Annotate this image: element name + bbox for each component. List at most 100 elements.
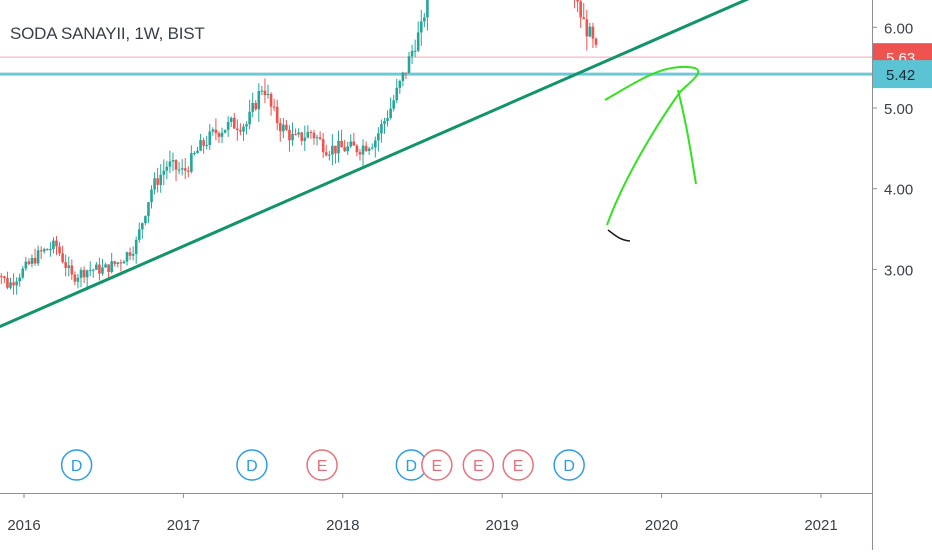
event-marker-label: D <box>71 458 83 475</box>
candle-body <box>125 252 129 262</box>
candle-body <box>297 132 300 135</box>
candle-body <box>98 264 101 274</box>
candle-body <box>266 93 270 96</box>
candle-body <box>73 274 77 282</box>
candle-body <box>585 19 589 37</box>
candle-body <box>300 132 304 141</box>
candle-body <box>150 189 153 203</box>
event-marker-dividend[interactable] <box>60 449 93 481</box>
candle-body <box>386 118 389 121</box>
candle-body <box>199 140 202 151</box>
candle-body <box>159 174 163 185</box>
candle-body <box>190 153 193 172</box>
candle-body <box>312 132 316 139</box>
candle-body <box>18 277 22 282</box>
candle-body <box>110 261 113 273</box>
candle-body <box>245 124 248 127</box>
x-tick-label: 2019 <box>486 517 519 534</box>
candle-body <box>85 270 89 278</box>
plot-background <box>0 0 872 493</box>
candle-body <box>294 133 297 135</box>
hand-hook-drawing[interactable] <box>607 229 631 242</box>
candle-body <box>282 124 285 132</box>
event-marker-earnings[interactable] <box>462 449 495 481</box>
price-label-box <box>873 60 932 89</box>
candle-body <box>576 0 579 2</box>
candle-body <box>303 137 307 141</box>
candle-body <box>24 261 28 269</box>
candle-body <box>370 147 374 149</box>
candle-body <box>217 133 221 137</box>
candle-body <box>423 17 426 22</box>
candle-body <box>147 202 150 217</box>
candle-body <box>79 269 83 278</box>
chart-title: SODA SANAYII, 1W, BIST <box>10 24 205 43</box>
candle-body <box>134 239 138 254</box>
candle-body <box>278 123 282 132</box>
event-marker-earnings[interactable] <box>306 449 338 481</box>
y-tick-label: 4.00 <box>884 182 913 199</box>
candle-body <box>15 281 18 286</box>
event-marker-dividend[interactable] <box>553 449 585 481</box>
candle-body <box>594 38 598 45</box>
candle-body <box>416 32 420 51</box>
candle-body <box>398 80 402 88</box>
candle-body <box>6 278 9 288</box>
event-marker-label: E <box>473 458 484 475</box>
candle-body <box>582 17 586 20</box>
candle-body <box>291 133 294 141</box>
candle-body <box>257 90 261 110</box>
candle-body <box>104 264 107 268</box>
projection-arrow-stroke[interactable] <box>677 89 697 185</box>
event-marker-label: D <box>406 458 418 475</box>
candle-body <box>401 72 405 81</box>
candle-body <box>30 257 34 264</box>
candle-body <box>426 0 429 18</box>
candle-body <box>12 282 15 286</box>
candle-body <box>177 169 181 171</box>
candle-body <box>208 131 212 146</box>
candle-body <box>61 253 64 263</box>
candle-body <box>579 1 582 18</box>
candle-body <box>349 141 353 147</box>
candle-body <box>226 121 230 130</box>
candle-body <box>162 170 166 175</box>
candle-body <box>45 249 49 251</box>
event-marker-dividend[interactable] <box>236 449 268 481</box>
projection-drawing[interactable] <box>604 65 700 226</box>
candle-body <box>373 140 377 148</box>
candle-body <box>42 249 46 252</box>
y-tick-label: 3.00 <box>884 262 913 279</box>
candle-body <box>180 168 184 170</box>
candle-body <box>156 178 159 185</box>
x-tick-label: 2016 <box>7 517 40 534</box>
event-marker-earnings[interactable] <box>502 449 534 481</box>
candle-body <box>202 140 205 146</box>
candle-body <box>137 229 141 240</box>
candle-body <box>254 102 258 110</box>
candle-body <box>377 133 380 141</box>
candle-body <box>119 262 123 264</box>
candle-body <box>82 269 86 278</box>
candle-body <box>392 100 395 109</box>
candle-body <box>383 120 386 124</box>
candle-body <box>27 261 31 264</box>
candle-body <box>0 275 3 277</box>
candle-body <box>58 246 61 254</box>
candle-body <box>141 223 144 230</box>
candle-body <box>395 87 399 101</box>
candle-body <box>361 145 365 155</box>
candle-body <box>272 106 276 108</box>
event-marker-earnings[interactable] <box>421 449 453 481</box>
candle-body <box>211 129 215 132</box>
candle-body <box>334 145 337 154</box>
candle-body <box>236 128 239 131</box>
candle-body <box>380 123 383 134</box>
trendline[interactable] <box>0 0 877 330</box>
x-tick-label: 2017 <box>167 517 200 534</box>
candle-body <box>187 170 190 172</box>
candle-body <box>33 257 37 264</box>
candle-body <box>248 111 251 125</box>
